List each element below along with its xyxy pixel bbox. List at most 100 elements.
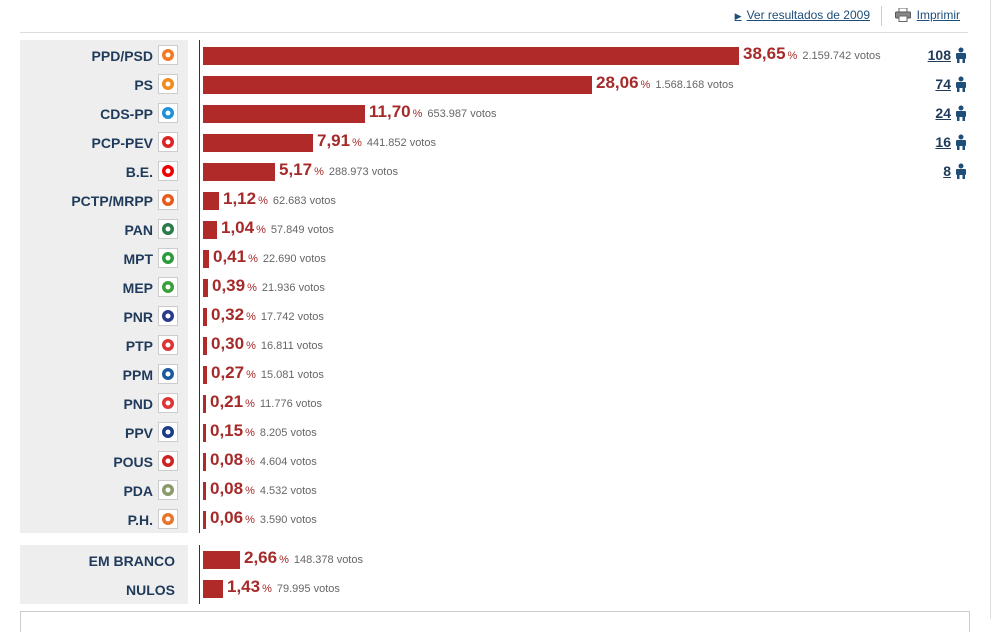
ppv-logo-icon xyxy=(158,422,178,442)
percent-sign: % xyxy=(248,253,258,265)
percent-sign: % xyxy=(640,79,651,91)
seat-count[interactable]: 8 xyxy=(943,163,968,179)
deputy-icon xyxy=(956,105,966,121)
vote-result: 0,06% 3.590 votos xyxy=(210,508,317,528)
party-name: PCP-PEV xyxy=(91,135,153,151)
percentage-value: 11,70 xyxy=(369,102,411,121)
percentage-value: 0,08 xyxy=(210,450,244,469)
party-name: CDS-PP xyxy=(100,106,153,122)
party-row: PPV 0,15% 8.205 votos xyxy=(20,418,980,447)
vote-bar xyxy=(203,337,207,355)
party-row: PPD/PSD 38,65% 2.159.742 votos 108 xyxy=(20,41,980,70)
percent-sign: % xyxy=(245,485,255,497)
party-name: PAN xyxy=(124,222,153,238)
party-name: PPM xyxy=(122,367,153,383)
pous-logo-icon xyxy=(158,451,178,471)
percentage-value: 5,17 xyxy=(279,160,313,179)
party-name: PND xyxy=(123,396,153,412)
party-row: PCP-PEV 7,91% 441.852 votos 16 xyxy=(20,128,980,157)
vote-result: 5,17% 288.973 votos xyxy=(279,160,398,180)
seat-count[interactable]: 24 xyxy=(935,105,968,121)
vote-count: 8.205 votos xyxy=(259,427,317,439)
vote-count: 441.852 votos xyxy=(366,137,436,149)
percent-sign: % xyxy=(258,195,268,207)
other-row: EM BRANCO 2,66% 148.378 votos xyxy=(20,545,980,574)
seat-count[interactable]: 74 xyxy=(935,76,968,92)
percent-sign: % xyxy=(247,282,257,294)
ph-logo-icon xyxy=(158,509,178,529)
percentage-value: 1,04 xyxy=(221,218,255,237)
vote-result: 0,08% 4.532 votos xyxy=(210,479,317,499)
vote-result: 0,39% 21.936 votos xyxy=(212,276,325,296)
vote-bar xyxy=(203,279,208,297)
party-row: PAN 1,04% 57.849 votos xyxy=(20,215,980,244)
percentage-value: 7,91 xyxy=(317,131,351,150)
percentage-value: 0,32 xyxy=(211,305,245,324)
vote-result: 0,15% 8.205 votos xyxy=(210,421,317,441)
previous-results-link[interactable]: ▶ Ver resultados de 2009 xyxy=(735,8,870,22)
percentage-value: 0,27 xyxy=(211,363,245,382)
party-row: CDS-PP 11,70% 653.987 votos 24 xyxy=(20,99,980,128)
percent-sign: % xyxy=(246,369,256,381)
party-name: P.H. xyxy=(127,512,153,528)
vote-count: 288.973 votos xyxy=(328,166,398,178)
pnr-logo-icon xyxy=(158,306,178,326)
percent-sign: % xyxy=(314,166,324,178)
vote-count: 11.776 votos xyxy=(259,398,323,410)
vote-result: 0,32% 17.742 votos xyxy=(211,305,324,325)
cds-logo-icon xyxy=(158,103,178,123)
vote-result: 0,27% 15.081 votos xyxy=(211,363,324,383)
percent-sign: % xyxy=(352,137,362,149)
vote-bar xyxy=(203,453,206,471)
vote-result: 38,65% 2.159.742 votos xyxy=(743,44,881,64)
vote-count: 21.936 votos xyxy=(261,282,325,294)
vote-count: 4.532 votos xyxy=(259,485,317,497)
percentage-value: 38,65 xyxy=(743,44,786,63)
vote-bar xyxy=(203,76,592,94)
party-name: EM BRANCO xyxy=(88,553,175,569)
seat-number[interactable]: 8 xyxy=(943,163,951,179)
axis-line xyxy=(199,40,200,533)
vote-count: 57.849 votos xyxy=(270,224,334,236)
percentage-value: 0,21 xyxy=(210,392,244,411)
psd-logo-icon xyxy=(158,45,178,65)
vote-result: 1,43% 79.995 votos xyxy=(227,577,340,597)
vote-bar xyxy=(203,482,206,500)
seat-count[interactable]: 108 xyxy=(928,47,968,63)
vote-bar xyxy=(203,395,206,413)
seat-number[interactable]: 16 xyxy=(935,134,951,150)
mep-logo-icon xyxy=(158,277,178,297)
vote-bar xyxy=(203,308,207,326)
toolbar-divider xyxy=(881,6,882,26)
seat-number[interactable]: 74 xyxy=(935,76,951,92)
print-link[interactable]: Imprimir xyxy=(894,8,960,22)
seat-number[interactable]: 108 xyxy=(927,47,951,63)
percent-sign: % xyxy=(262,583,272,595)
percent-sign: % xyxy=(245,456,255,468)
be-logo-icon xyxy=(158,161,178,181)
deputy-icon xyxy=(956,163,966,179)
party-row: MEP 0,39% 21.936 votos xyxy=(20,273,980,302)
percentage-value: 0,39 xyxy=(212,276,246,295)
seat-count[interactable]: 16 xyxy=(935,134,968,150)
printer-icon xyxy=(894,8,911,22)
vote-count: 79.995 votos xyxy=(276,583,340,595)
deputy-icon xyxy=(956,47,966,63)
party-row: PCTP/MRPP 1,12% 62.683 votos xyxy=(20,186,980,215)
vote-bar xyxy=(203,221,217,239)
vote-bar xyxy=(203,134,313,152)
pcp-pev-logo-icon xyxy=(158,132,178,152)
deputy-icon xyxy=(956,76,966,92)
party-row: MPT 0,41% 22.690 votos xyxy=(20,244,980,273)
party-name: PTP xyxy=(125,338,153,354)
page-border xyxy=(990,0,991,619)
party-name: PS xyxy=(134,77,153,93)
vote-count: 148.378 votos xyxy=(293,554,363,566)
vote-bar xyxy=(203,580,223,598)
arrow-right-icon: ▶ xyxy=(734,11,742,21)
seat-number[interactable]: 24 xyxy=(935,105,951,121)
percentage-value: 1,12 xyxy=(223,189,257,208)
vote-result: 28,06% 1.568.168 votos xyxy=(596,73,734,93)
vote-count: 4.604 votos xyxy=(259,456,317,468)
others-column-background xyxy=(20,545,188,604)
